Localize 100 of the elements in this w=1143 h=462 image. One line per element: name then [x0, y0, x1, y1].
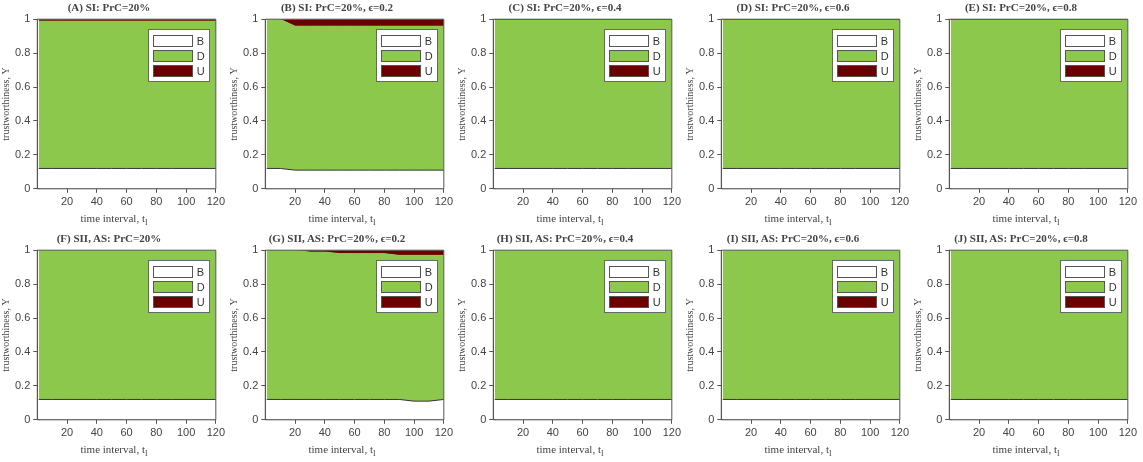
y-tick-label: 1	[252, 243, 259, 256]
y-tick-label: 0.8	[14, 46, 31, 59]
y-axis-title: trustworthiness, Υ	[455, 67, 467, 141]
x-tick-label: 60	[120, 426, 133, 439]
y-tick-label: 0	[480, 181, 487, 194]
x-tick-label: 20	[288, 195, 302, 208]
chart-title: (H) SII, AS: PrC=20%, ϵ=0.4	[496, 232, 634, 246]
x-tick-label: 20	[60, 426, 74, 439]
y-tick-label: 0.2	[242, 147, 259, 160]
x-tick-label: 120	[206, 426, 225, 439]
y-tick-label: 0	[708, 181, 715, 194]
x-axis-title: time interval, t$_{l}$	[763, 443, 833, 459]
y-tick-label: 0	[24, 181, 31, 194]
y-tick-label: 0.4	[470, 344, 487, 357]
y-tick-label: 0.2	[470, 378, 487, 391]
x-tick-label: 40	[90, 426, 103, 439]
y-tick-label: 1	[936, 12, 943, 25]
legend-label: U	[196, 64, 205, 77]
legend-label: U	[424, 295, 433, 308]
legend-label: U	[196, 295, 205, 308]
x-tick-label: 100	[860, 195, 880, 208]
y-axis-title: trustworthiness, Υ	[0, 67, 11, 141]
x-tick-label: 120	[1118, 426, 1137, 439]
y-tick-label: 0	[936, 412, 943, 425]
x-tick-label: 120	[434, 195, 453, 208]
legend-label: B	[652, 265, 661, 278]
chart-title: (C) SI: PrC=20%, ϵ=0.4	[508, 1, 622, 15]
x-tick-label: 40	[318, 426, 331, 439]
x-tick-label: 20	[744, 195, 758, 208]
x-tick-label: 40	[1002, 426, 1015, 439]
x-axis-title: time interval, t$_{l}$	[307, 212, 377, 228]
x-tick-label: 60	[576, 426, 589, 439]
series-label: D	[652, 280, 661, 293]
x-axis-title: time interval, t$_{l}$	[535, 443, 605, 459]
y-tick-label: 0.2	[698, 147, 715, 160]
x-tick-label: 80	[834, 426, 847, 439]
legend-label: B	[880, 34, 889, 47]
x-tick-label: 100	[632, 195, 652, 208]
x-tick-label: 100	[1088, 426, 1108, 439]
x-tick-label: 60	[348, 195, 361, 208]
y-tick-label: 0.2	[470, 147, 487, 160]
y-tick-label: 0.4	[14, 344, 31, 357]
y-axis-title: trustworthiness, Υ	[0, 298, 11, 372]
x-tick-label: 100	[632, 426, 652, 439]
legend-label: B	[196, 265, 205, 278]
legend-label: U	[1108, 295, 1117, 308]
y-tick-label: 0	[936, 181, 943, 194]
x-tick-label: 20	[516, 426, 530, 439]
x-tick-label: 120	[662, 426, 681, 439]
y-axis-title: trustworthiness, Υ	[455, 298, 467, 372]
x-tick-label: 60	[348, 426, 361, 439]
y-tick-label: 0	[480, 412, 487, 425]
x-axis-title: time interval, t$_{l}$	[991, 443, 1061, 459]
x-tick-label: 60	[1032, 195, 1045, 208]
x-tick-label: 40	[1002, 195, 1015, 208]
x-axis-title: time interval, t$_{l}$	[763, 212, 833, 228]
legend-label: U	[1108, 64, 1117, 77]
x-tick-label: 80	[606, 426, 619, 439]
x-tick-label: 20	[972, 426, 986, 439]
y-tick-label: 0.6	[14, 80, 31, 93]
legend-label: U	[880, 295, 889, 308]
legend-label: U	[652, 64, 661, 77]
y-axis-title: trustworthiness, Υ	[683, 298, 695, 372]
chart-title: (D) SI: PrC=20%, ϵ=0.6	[736, 1, 850, 15]
x-axis-title: time interval, t$_{l}$	[79, 212, 149, 228]
y-tick-label: 0.2	[14, 147, 31, 160]
x-tick-label: 80	[1062, 195, 1075, 208]
y-tick-label: 1	[480, 12, 487, 25]
y-tick-label: 0	[252, 181, 259, 194]
y-tick-label: 1	[708, 12, 715, 25]
y-tick-label: 0.8	[242, 277, 259, 290]
series-label: D	[880, 49, 889, 62]
chart-title: (A) SI: PrC=20%	[67, 1, 151, 15]
x-tick-label: 40	[546, 195, 559, 208]
x-tick-label: 60	[804, 426, 817, 439]
x-tick-label: 40	[90, 195, 103, 208]
y-tick-label: 0.4	[470, 113, 487, 126]
series-label: D	[1108, 49, 1117, 62]
y-tick-label: 0.8	[698, 46, 715, 59]
y-tick-label: 0.8	[926, 46, 943, 59]
y-tick-label: 0.8	[698, 277, 715, 290]
y-axis-title: trustworthiness, Υ	[683, 67, 695, 141]
series-label: D	[196, 280, 205, 293]
x-tick-label: 60	[576, 195, 589, 208]
y-tick-label: 0.4	[242, 113, 259, 126]
legend-label: U	[652, 295, 661, 308]
chart-title: (B) SI: PrC=20%, ϵ=0.2	[280, 1, 394, 15]
legend-label: U	[880, 64, 889, 77]
x-tick-label: 80	[378, 426, 391, 439]
y-tick-label: 0.8	[470, 46, 487, 59]
x-axis-title: time interval, t$_{l}$	[535, 212, 605, 228]
chart-title: (E) SI: PrC=20%, ϵ=0.8	[964, 1, 1078, 15]
y-tick-label: 0.2	[698, 378, 715, 391]
x-tick-label: 80	[606, 195, 619, 208]
chart-title: (F) SII, AS: PrC=20%	[56, 232, 162, 246]
y-tick-label: 0.2	[926, 378, 943, 391]
y-tick-label: 0.2	[926, 147, 943, 160]
legend-label: B	[1108, 265, 1117, 278]
y-tick-label: 0.6	[926, 80, 943, 93]
x-tick-label: 20	[60, 195, 74, 208]
